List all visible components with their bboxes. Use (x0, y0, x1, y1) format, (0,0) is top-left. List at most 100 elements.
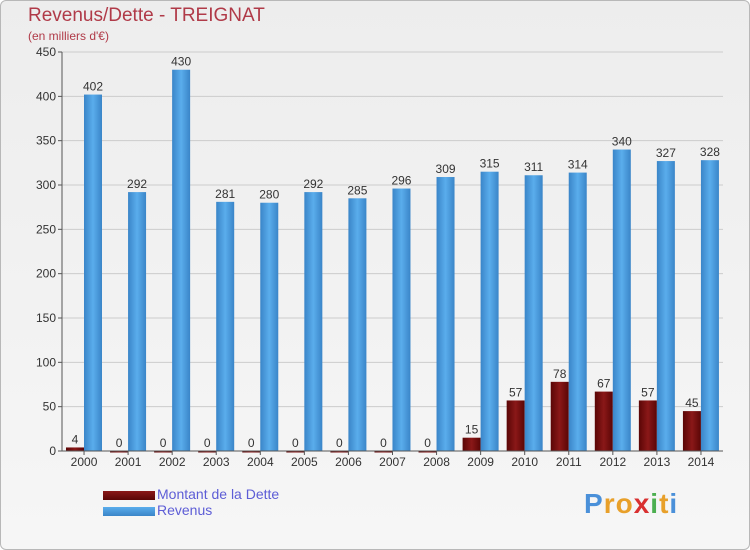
x-tick-label: 2005 (291, 455, 318, 469)
data-label-dette: 67 (597, 377, 611, 391)
data-label-dette: 0 (292, 436, 299, 450)
x-tick-label: 2014 (688, 455, 715, 469)
data-label-revenus: 328 (700, 145, 720, 159)
bar-dette (638, 400, 657, 451)
data-label-dette: 0 (160, 436, 167, 450)
bar-dette (330, 451, 349, 453)
data-label-revenus: 340 (612, 135, 632, 149)
data-label-revenus: 309 (436, 162, 456, 176)
bar-revenus (128, 192, 147, 452)
y-tick-label: 250 (36, 222, 56, 236)
data-labels: 4 402 0 292 0 430 0 281 0 280 0 292 0 285 0 296 0 309 15 31… (72, 55, 721, 450)
y-tick-label: 300 (36, 178, 56, 192)
data-label-revenus: 402 (83, 80, 103, 94)
x-tick-label: 2013 (644, 455, 671, 469)
x-tick-label: 2002 (159, 455, 186, 469)
data-label-revenus: 430 (171, 55, 191, 69)
x-tick-label: 2009 (467, 455, 494, 469)
data-label-dette: 78 (553, 367, 567, 381)
chart-title: Revenus/Dette - TREIGNAT (28, 5, 265, 26)
bar-revenus (480, 171, 499, 451)
data-label-dette: 4 (72, 432, 79, 446)
logo-letter: r (603, 488, 616, 519)
bar-dette (66, 447, 84, 451)
logo-letter: P (584, 488, 604, 519)
logo-letter: o (615, 488, 634, 519)
data-label-dette: 57 (641, 385, 655, 399)
y-tick-label: 350 (36, 134, 56, 148)
bar-dette (594, 391, 613, 451)
bar-dette (242, 451, 261, 453)
bar-revenus (216, 201, 235, 451)
proxiti-logo: Proxiti (584, 488, 678, 520)
x-tick-label: 2010 (511, 455, 538, 469)
bar-dette (374, 451, 393, 453)
data-label-revenus: 292 (303, 177, 323, 191)
data-label-revenus: 296 (391, 174, 411, 188)
data-label-dette: 57 (509, 385, 523, 399)
logo-letter: i (669, 488, 679, 519)
bar-dette (286, 451, 305, 453)
y-tick-label: 0 (49, 444, 56, 458)
x-tick-label: 2008 (423, 455, 450, 469)
legend-label-dette: Montant de la Dette (157, 486, 280, 502)
x-tick-label: 2007 (379, 455, 406, 469)
logo-letter: x (633, 488, 651, 519)
bar-dette (506, 400, 525, 451)
bar-revenus (700, 160, 719, 451)
bar-dette (110, 451, 129, 453)
y-tick-label: 400 (36, 89, 56, 103)
logo-letter: i (650, 488, 660, 519)
data-label-revenus: 314 (568, 158, 588, 172)
x-tick-label: 2012 (599, 455, 626, 469)
y-axis: 0 50 100 150 200 250 300 350 400 450 (36, 45, 63, 458)
y-tick-label: 200 (36, 267, 56, 281)
bar-dette (418, 451, 437, 453)
bar-revenus (436, 177, 455, 451)
x-tick-label: 2003 (203, 455, 230, 469)
bar-dette (462, 437, 481, 451)
x-tick-label: 2004 (247, 455, 274, 469)
data-label-revenus: 311 (524, 160, 543, 174)
legend-label-revenus: Revenus (157, 502, 213, 518)
y-tick-label: 100 (36, 355, 56, 369)
bar-revenus (524, 175, 543, 451)
data-label-dette: 0 (336, 436, 343, 450)
data-label-revenus: 280 (259, 188, 279, 202)
bar-revenus (568, 172, 587, 451)
bar-revenus (612, 149, 631, 452)
data-label-dette: 15 (465, 423, 479, 437)
bar-revenus (392, 188, 411, 451)
x-tick-label: 2006 (335, 455, 362, 469)
data-label-revenus: 285 (347, 183, 367, 197)
bar-revenus (172, 69, 191, 451)
x-tick-label: 2001 (115, 455, 142, 469)
x-axis: 2000 2001 2002 2003 2004 2005 2006 2007 2008 2009… (62, 450, 723, 469)
bar-dette (682, 411, 701, 451)
bars (66, 69, 719, 453)
bar-revenus (304, 192, 323, 452)
bar-revenus (84, 94, 102, 451)
y-tick-label: 150 (36, 311, 56, 325)
bar-revenus (260, 202, 279, 451)
logo-letter: t (659, 488, 670, 519)
y-tick-label: 50 (43, 400, 57, 414)
bar-revenus (656, 161, 675, 451)
bar-dette (198, 451, 217, 453)
data-label-revenus: 315 (480, 157, 500, 171)
data-label-dette: 0 (248, 436, 255, 450)
bar-revenus (348, 198, 367, 451)
data-label-revenus: 281 (215, 187, 235, 201)
legend-swatch-revenus (103, 507, 155, 516)
data-label-revenus: 327 (656, 146, 676, 160)
x-tick-label: 2011 (556, 455, 582, 469)
bar-dette (154, 451, 173, 453)
legend-swatch-dette (103, 491, 155, 500)
data-label-dette: 0 (424, 436, 431, 450)
data-label-dette: 0 (204, 436, 211, 450)
data-label-dette: 0 (380, 436, 387, 450)
y-tick-label: 450 (36, 45, 56, 59)
x-tick-label: 2000 (71, 455, 98, 469)
